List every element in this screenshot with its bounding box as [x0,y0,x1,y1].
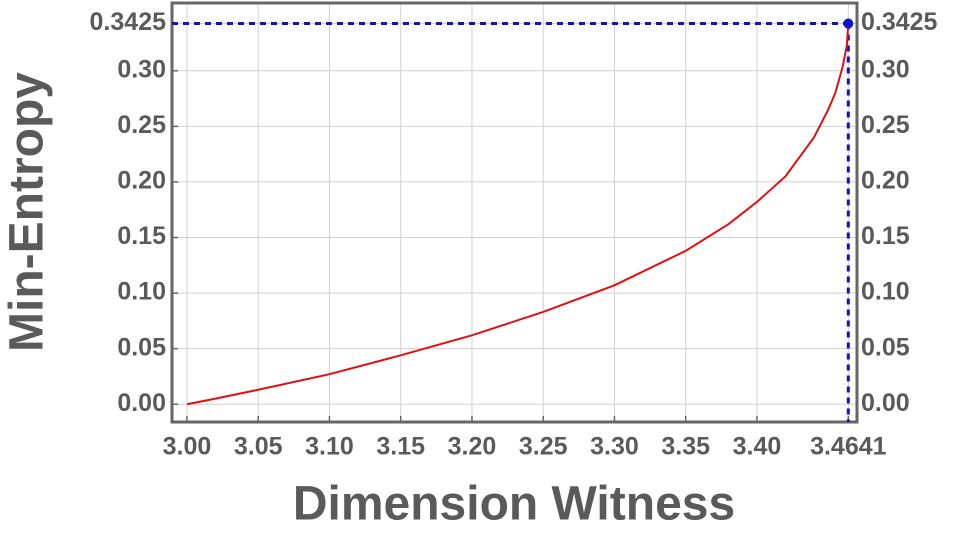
x-tick-label: 3.05 [234,433,283,461]
x-tick-label: 3.30 [590,433,639,461]
y2-tick-label: 0.3425 [861,8,938,36]
y-tick-label: 0.30 [117,55,166,83]
x-tick-label: 3.00 [163,433,212,461]
y-tick-label: 0.10 [117,278,166,306]
x-tick-label: 3.40 [733,433,782,461]
marker-point [843,18,854,29]
x-tick-label: 3.4641 [810,433,887,461]
x-tick-label: 3.20 [448,433,497,461]
data-line [186,23,850,406]
y2-tick-label: 0.30 [861,55,910,83]
y2-tick-label: 0.20 [861,167,910,195]
y2-tick-label: 0.10 [861,278,910,306]
y-tick-label: 0.25 [117,111,166,139]
x-tick-label: 3.35 [661,433,710,461]
plot-frame [170,1,859,424]
y2-tick-label: 0.00 [861,389,910,417]
y2-tick-label: 0.15 [861,222,910,250]
y-tick-label: 0.05 [117,333,166,361]
y2-tick-label: 0.25 [861,111,910,139]
x-tick-label: 3.10 [305,433,354,461]
y-tick-label: 0.15 [117,222,166,250]
y2-tick-label: 0.05 [861,333,910,361]
x-tick-label: 3.15 [376,433,425,461]
x-axis-title: Dimension Witness [293,478,735,531]
x-tick-label: 3.25 [519,433,568,461]
y-tick-label: 0.00 [117,389,166,417]
y-tick-label: 0.3425 [90,8,167,36]
y-tick-label: 0.20 [117,167,166,195]
y-axis-title: Min-Entropy [1,72,54,352]
